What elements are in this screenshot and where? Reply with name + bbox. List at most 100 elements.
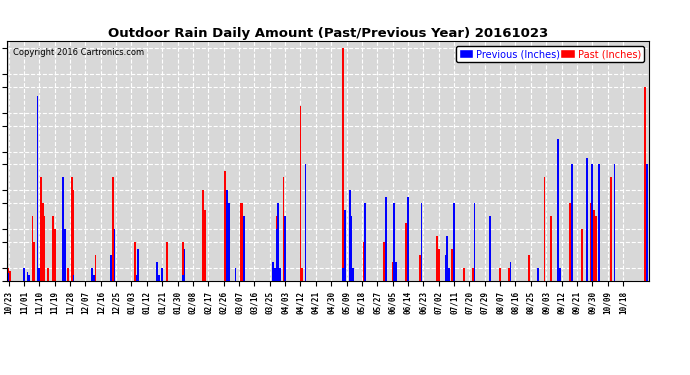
Bar (23, 268, 25, 281)
Bar (8, 268, 10, 281)
Bar (395, 262, 397, 281)
Bar (166, 242, 168, 281)
Bar (276, 216, 277, 281)
Bar (581, 230, 583, 281)
Bar (110, 255, 112, 281)
Bar (419, 255, 421, 281)
Text: Copyright 2016 Cartronics.com: Copyright 2016 Cartronics.com (13, 48, 144, 57)
Bar (571, 165, 573, 281)
Bar (299, 106, 302, 281)
Bar (161, 268, 163, 281)
Bar (244, 216, 245, 281)
Bar (407, 197, 408, 281)
Bar (72, 190, 75, 281)
Bar (224, 171, 226, 281)
Bar (228, 203, 230, 281)
Bar (558, 138, 559, 281)
Bar (202, 190, 204, 281)
Bar (436, 236, 438, 281)
Bar (385, 197, 386, 281)
Bar (644, 87, 646, 281)
Bar (137, 249, 139, 281)
Bar (10, 271, 11, 281)
Bar (273, 262, 274, 281)
Bar (453, 203, 455, 281)
Bar (613, 165, 615, 281)
Bar (537, 268, 538, 281)
Bar (472, 268, 473, 281)
Bar (54, 230, 55, 281)
Bar (279, 268, 281, 281)
Bar (305, 165, 306, 281)
Bar (241, 203, 244, 281)
Bar (591, 197, 593, 281)
Bar (569, 203, 571, 281)
Bar (383, 242, 385, 281)
Bar (43, 216, 46, 281)
Bar (158, 275, 159, 281)
Bar (448, 268, 450, 281)
Bar (646, 165, 648, 281)
Bar (363, 242, 364, 281)
Bar (284, 216, 286, 281)
Bar (235, 268, 237, 281)
Bar (489, 216, 491, 281)
Bar (342, 48, 344, 281)
Bar (446, 236, 448, 281)
Bar (282, 177, 284, 281)
Bar (112, 177, 114, 281)
Bar (64, 230, 66, 281)
Bar (529, 255, 530, 281)
Bar (42, 203, 43, 281)
Bar (39, 268, 40, 281)
Bar (610, 177, 612, 281)
Bar (28, 275, 30, 281)
Bar (277, 203, 279, 281)
Bar (444, 255, 446, 281)
Bar (446, 268, 448, 281)
Bar (349, 190, 351, 281)
Bar (559, 268, 561, 281)
Bar (544, 177, 545, 281)
Bar (37, 96, 39, 281)
Bar (586, 158, 588, 281)
Bar (508, 268, 509, 281)
Bar (62, 177, 64, 281)
Bar (392, 262, 393, 281)
Bar (451, 249, 453, 281)
Bar (33, 242, 35, 281)
Bar (591, 165, 593, 281)
Bar (95, 255, 97, 281)
Bar (598, 165, 600, 281)
Bar (590, 203, 591, 281)
Bar (277, 203, 279, 281)
Bar (134, 242, 136, 281)
Legend: Previous (Inches), Past (Inches): Previous (Inches), Past (Inches) (455, 46, 644, 62)
Bar (226, 190, 228, 281)
Bar (500, 268, 501, 281)
Bar (393, 203, 395, 281)
Bar (114, 230, 115, 281)
Bar (204, 210, 206, 281)
Bar (473, 203, 475, 281)
Bar (52, 216, 54, 281)
Bar (26, 272, 28, 281)
Bar (47, 268, 49, 281)
Bar (182, 275, 184, 281)
Bar (8, 273, 10, 281)
Bar (509, 262, 511, 281)
Bar (444, 268, 446, 281)
Bar (156, 268, 158, 281)
Bar (351, 216, 353, 281)
Bar (364, 203, 366, 281)
Bar (274, 268, 276, 281)
Bar (40, 177, 42, 281)
Bar (71, 177, 72, 281)
Bar (91, 268, 93, 281)
Bar (342, 268, 344, 281)
Bar (302, 268, 303, 281)
Title: Outdoor Rain Daily Amount (Past/Previous Year) 20161023: Outdoor Rain Daily Amount (Past/Previous… (108, 27, 548, 40)
Bar (68, 268, 69, 281)
Bar (421, 203, 422, 281)
Bar (240, 203, 241, 281)
